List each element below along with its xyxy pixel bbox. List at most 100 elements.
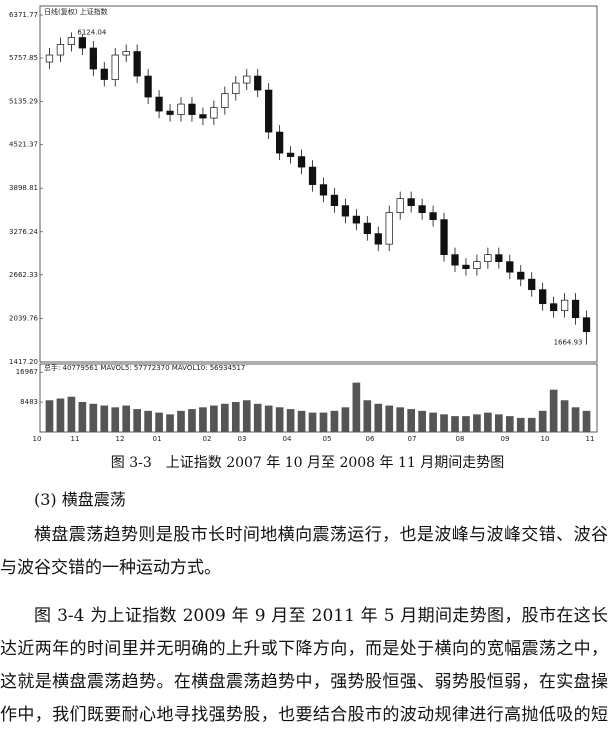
- volume-bar: [451, 416, 459, 432]
- volume-bar: [221, 403, 229, 432]
- candle-body: [385, 212, 393, 245]
- candle-body: [122, 51, 130, 56]
- volume-bar: [363, 400, 372, 432]
- volume-bar: [582, 410, 591, 432]
- candle-body: [495, 254, 503, 263]
- y-tick-label: 3898.81: [9, 184, 38, 192]
- candle-body: [221, 93, 229, 108]
- candle-body: [89, 47, 97, 70]
- x-tick-label: 07: [408, 435, 417, 443]
- candle-body: [407, 198, 415, 206]
- volume-bar: [210, 405, 218, 432]
- x-tick-label: 11: [586, 435, 595, 443]
- y-tick-label: 1417.20: [9, 358, 38, 366]
- volume-bar: [275, 407, 284, 432]
- candle-body: [254, 75, 262, 91]
- candle-body: [177, 103, 185, 115]
- volume-bar: [407, 409, 415, 432]
- volume-bar: [133, 409, 141, 432]
- volume-bar: [122, 405, 131, 432]
- candle-body: [319, 184, 328, 196]
- candle-body: [308, 166, 317, 185]
- candle-body: [265, 89, 273, 133]
- y-tick-label: 6371.77: [9, 11, 38, 19]
- volume-bar: [155, 412, 163, 432]
- volume-bar: [199, 407, 207, 432]
- y-tick-label: 5135.29: [9, 98, 38, 106]
- candle-body: [67, 37, 76, 45]
- candle-body: [276, 131, 284, 154]
- candle-body: [243, 75, 251, 84]
- volume-bar: [473, 414, 481, 432]
- candle-body: [45, 54, 54, 63]
- candle-body: [188, 103, 196, 115]
- x-tick-label: 02: [203, 435, 212, 443]
- volume-bar: [188, 409, 196, 432]
- candle-body: [374, 233, 382, 245]
- x-tick-label: 06: [366, 435, 375, 443]
- volume-bar: [144, 410, 152, 432]
- candle-body: [144, 75, 152, 98]
- volume-bar: [484, 412, 492, 432]
- y-tick-label: 4521.37: [9, 141, 38, 149]
- volume-bar: [549, 389, 558, 432]
- volume-bar: [505, 416, 514, 432]
- volume-bar: [242, 400, 251, 432]
- x-tick-label: 08: [456, 435, 465, 443]
- candle-body: [571, 299, 580, 319]
- candle-body: [539, 289, 547, 305]
- volume-bar: [516, 417, 525, 432]
- candle-body: [56, 44, 65, 56]
- candle-body: [550, 303, 558, 312]
- x-tick-label: 09: [501, 435, 510, 443]
- candle-body: [418, 205, 426, 213]
- volume-bar: [253, 403, 262, 432]
- candle-body: [462, 264, 470, 270]
- volume-bar: [538, 410, 547, 432]
- volume-bar: [264, 405, 273, 432]
- x-tick-label: 10: [33, 435, 42, 443]
- x-tick-label: 03: [238, 435, 247, 443]
- candle-body: [517, 271, 525, 280]
- candle-body: [286, 152, 295, 157]
- volume-bar: [297, 410, 306, 432]
- x-tick-label: 05: [323, 435, 332, 443]
- volume-bar: [440, 414, 448, 432]
- section-heading: (3) 横盘震荡: [34, 490, 126, 509]
- candle-body: [429, 212, 437, 220]
- candle-body: [100, 68, 108, 80]
- y-tick-label: 2662.33: [9, 271, 38, 279]
- chart-title: 日线(复权) 上证指数: [44, 7, 108, 16]
- volume-bar: [495, 414, 503, 432]
- volume-bar: [429, 412, 437, 432]
- volume-bar: [166, 414, 174, 432]
- volume-bar: [286, 409, 295, 432]
- candle-body: [440, 219, 448, 255]
- candle-body: [363, 222, 371, 234]
- paragraph: 图 3-4 为上证指数 2009 年 9 月至 2011 年 5 月期间走势图，…: [0, 606, 608, 725]
- candle-body: [352, 215, 360, 224]
- candle-body: [155, 96, 163, 112]
- candle-body: [473, 261, 481, 270]
- candle-body: [297, 156, 306, 168]
- volume-bar: [418, 410, 426, 432]
- volume-bar: [352, 382, 361, 432]
- candle-body: [111, 54, 119, 80]
- volume-bar: [571, 407, 580, 432]
- candle-body: [232, 82, 240, 94]
- volume-bar: [177, 410, 185, 432]
- volume-bar: [527, 417, 536, 432]
- candle-body: [528, 278, 536, 291]
- volume-bar: [396, 407, 405, 432]
- volume-bar: [385, 405, 394, 432]
- volume-bar: [231, 402, 240, 432]
- volume-bar: [56, 398, 65, 432]
- price-frame: [39, 5, 598, 363]
- candle-body: [396, 198, 404, 213]
- chart: 日线(复权) 上证指数 总手: 40779561 MAVOL5: 5777237…: [9, 5, 598, 443]
- volume-bar: [341, 407, 350, 432]
- figure-caption: 图 3-3 上证指数 2007 年 10 月至 2008 年 11 月期间走势图: [110, 455, 505, 471]
- x-tick-label: 12: [116, 435, 125, 443]
- candle-body: [506, 261, 514, 273]
- y-tick-label: 2039.76: [9, 314, 38, 322]
